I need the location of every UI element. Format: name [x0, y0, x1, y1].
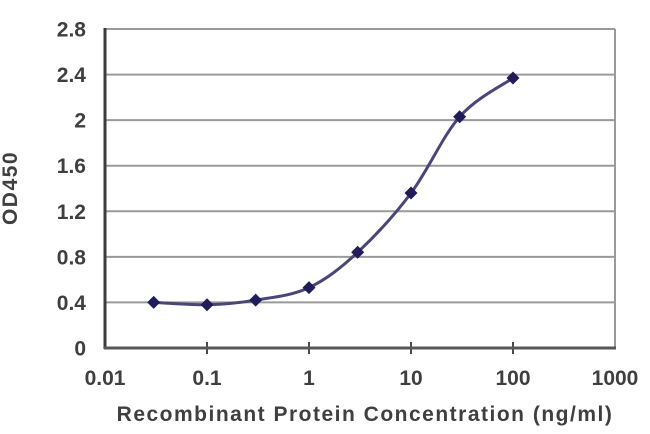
x-axis-title: Recombinant Protein Concentration (ng/ml… [116, 403, 614, 426]
data-point-3 [351, 245, 365, 259]
x-tick-label-1: 1 [303, 367, 315, 390]
y-tick-label-0: 0 [74, 338, 86, 361]
data-point-0.1 [200, 298, 214, 312]
data-point-0.3 [249, 293, 263, 307]
data-point-30 [453, 110, 467, 124]
data-point-100 [506, 71, 520, 85]
x-tick-label-100: 100 [495, 367, 530, 390]
y-tick-label-2.4: 2.4 [57, 64, 87, 87]
y-axis-title: OD450 [0, 150, 22, 226]
y-tick-label-0.8: 0.8 [57, 246, 87, 269]
x-tick-label-10: 10 [399, 367, 422, 390]
y-tick-label-2: 2 [74, 110, 86, 133]
x-tick-label-0.01: 0.01 [85, 367, 126, 390]
y-tick-label-1.6: 1.6 [57, 155, 86, 178]
data-point-1 [302, 281, 316, 295]
data-point-0.03 [147, 295, 161, 309]
x-tick-label-1000: 1000 [592, 367, 639, 390]
y-tick-label-2.8: 2.8 [57, 19, 87, 42]
y-tick-label-1.2: 1.2 [57, 201, 86, 224]
y-tick-label-0.4: 0.4 [57, 292, 87, 315]
data-point-10 [404, 186, 418, 200]
x-tick-label-0.1: 0.1 [192, 367, 222, 390]
